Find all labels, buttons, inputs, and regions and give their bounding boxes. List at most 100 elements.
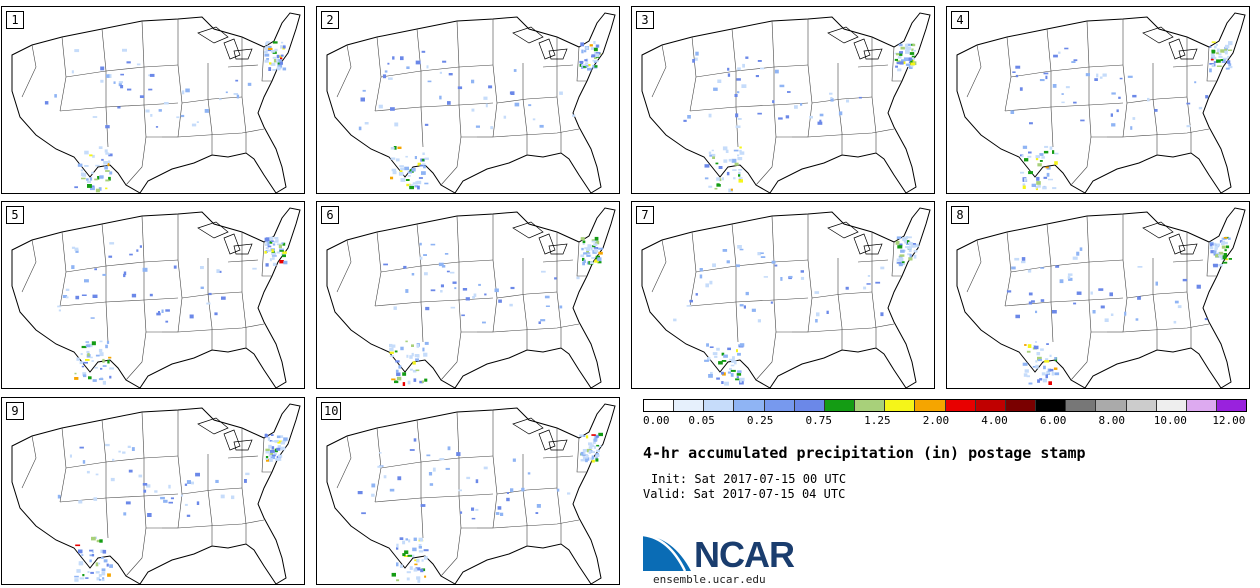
precip-cell (1222, 57, 1228, 60)
great-lake (853, 38, 871, 60)
precip-cell (729, 358, 734, 361)
precip-cell (417, 162, 421, 166)
great-lake (197, 417, 229, 435)
precip-cell (729, 367, 732, 371)
precip-cell (1217, 252, 1222, 255)
precip-cell (75, 295, 80, 300)
precip-cell (471, 507, 475, 511)
precip-cell (411, 167, 416, 172)
precip-cell (1177, 305, 1182, 309)
precip-cell (71, 246, 76, 249)
state-border (1152, 258, 1158, 350)
precip-cell (424, 341, 429, 345)
precip-cell (450, 271, 455, 274)
state-border (177, 128, 265, 138)
precip-cell (738, 177, 743, 179)
precip-cell (1223, 237, 1228, 239)
great-lake (1178, 48, 1198, 60)
precip-cell (587, 67, 592, 71)
precip-cell (394, 122, 399, 127)
precip-cell (1182, 278, 1188, 282)
precip-cell (1135, 318, 1139, 321)
precip-cell (559, 91, 563, 95)
precip-cell (829, 92, 833, 95)
colorbar-swatch (1036, 400, 1067, 411)
precip-cell (896, 62, 901, 65)
precip-cell (727, 67, 730, 71)
precip-cell (1076, 251, 1080, 256)
precip-cell (400, 56, 404, 61)
precip-cell (494, 288, 499, 293)
state-border (420, 71, 424, 148)
precip-cell (904, 241, 907, 244)
precip-cell (485, 103, 488, 108)
precip-cell (411, 352, 414, 357)
precip-cell (582, 451, 586, 455)
precip-cell (273, 58, 277, 63)
precip-cell (715, 162, 719, 165)
state-border (207, 454, 213, 546)
precip-cell (180, 114, 185, 118)
state-border (141, 411, 145, 459)
precip-cell (280, 45, 283, 49)
colorbar-swatch (855, 400, 886, 411)
precip-cell (272, 41, 278, 44)
precip-cell (235, 79, 239, 82)
precip-cell (75, 249, 79, 253)
precip-cell (787, 91, 791, 93)
precip-cell (900, 46, 905, 50)
stamp-3: 3 (631, 6, 935, 194)
colorbar-tick: 0.05 (688, 414, 715, 427)
state-border (695, 259, 809, 273)
precip-cell (145, 109, 150, 113)
precip-cell (413, 537, 417, 541)
precip-cell (1052, 187, 1057, 190)
precip-cell (95, 473, 99, 476)
precip-cell (1022, 185, 1026, 189)
state-border (735, 266, 739, 343)
precip-cell (170, 497, 174, 500)
precip-cell (593, 41, 596, 45)
precip-cell (731, 359, 735, 363)
precip-cell (158, 109, 162, 112)
precip-cell (572, 114, 576, 117)
precip-cell (269, 440, 273, 442)
precip-cell (722, 249, 728, 252)
precip-cell (1132, 94, 1137, 98)
state-border (556, 96, 562, 153)
precip-cell (730, 188, 733, 191)
state-border (576, 241, 587, 277)
precip-cell (264, 434, 269, 438)
precip-cell (1027, 155, 1032, 158)
precip-cell (1042, 186, 1047, 190)
precip-cell (585, 46, 589, 50)
valid-time: Valid: Sat 2017-07-15 04 UTC (643, 487, 846, 501)
precip-cell (741, 84, 747, 88)
precip-cell (406, 571, 411, 574)
precip-cell (1052, 150, 1055, 154)
precip-cell (107, 74, 112, 78)
precip-cell (913, 243, 919, 248)
precip-cell (1215, 43, 1218, 46)
precip-cell (583, 66, 587, 68)
state-border (177, 19, 183, 138)
stamp-number-label: 3 (636, 11, 654, 29)
precip-cell (593, 248, 597, 253)
state-border (261, 437, 272, 473)
precip-cell (266, 459, 271, 462)
precip-cell (361, 512, 366, 515)
precip-cell (1094, 78, 1098, 81)
precip-cell (739, 304, 744, 307)
precip-cell (425, 306, 430, 311)
precip-cell (364, 122, 369, 125)
precip-cell (1228, 41, 1233, 46)
precip-cell (1036, 352, 1041, 356)
precip-cell (390, 176, 394, 180)
stamp-8: 8 (946, 201, 1250, 389)
precip-cell (596, 44, 599, 48)
state-border (59, 104, 145, 112)
precip-cell (709, 154, 714, 157)
precip-cell (85, 577, 89, 579)
precip-cell (905, 236, 908, 240)
precip-cell (86, 350, 90, 354)
